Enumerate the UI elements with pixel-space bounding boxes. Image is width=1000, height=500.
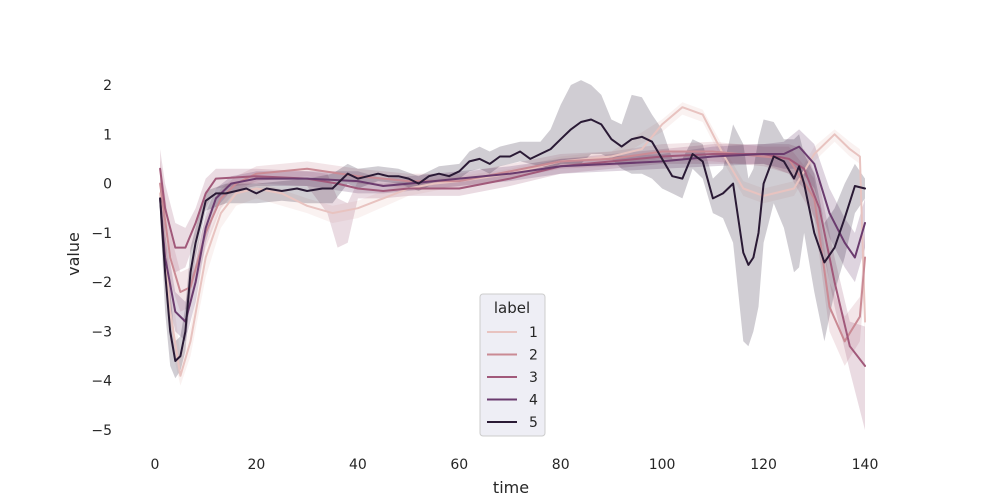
y-tick-label: −3 (91, 324, 112, 340)
x-tick-label: 100 (649, 457, 676, 473)
x-tick-label: 60 (450, 457, 468, 473)
x-tick-label: 80 (552, 457, 570, 473)
x-axis-ticks: 0 20 40 60 80 100 120 140 (151, 457, 879, 473)
legend-label-5: 5 (529, 415, 538, 431)
line-series-5 (159, 118, 866, 362)
x-tick-label: 40 (349, 457, 367, 473)
y-tick-label: 1 (103, 127, 112, 143)
band-series-4 (160, 129, 866, 342)
line-series-1 (159, 106, 866, 377)
legend-label-3: 3 (529, 370, 538, 386)
y-tick-label: −4 (91, 374, 112, 390)
legend-label-2: 2 (529, 348, 538, 364)
y-tick-label: 2 (103, 78, 112, 94)
y-tick-label: −5 (91, 423, 112, 439)
x-axis-label: time (493, 478, 529, 497)
series-lines (159, 106, 866, 377)
x-tick-label: 120 (750, 457, 777, 473)
legend: label 1 2 3 4 5 (479, 293, 546, 437)
line-series-3 (159, 153, 866, 367)
legend-label-4: 4 (529, 393, 538, 409)
y-axis-label: value (64, 232, 83, 276)
legend-label-1: 1 (529, 325, 538, 341)
band-series-2 (160, 141, 866, 366)
y-axis-ticks: 2 1 0 −1 −2 −3 −4 −5 (91, 78, 112, 439)
line-series-4 (159, 145, 866, 323)
y-tick-label: −2 (91, 275, 112, 291)
legend-title: label (494, 299, 530, 317)
x-tick-label: 0 (151, 457, 160, 473)
x-tick-label: 140 (852, 457, 879, 473)
band-series-3 (160, 144, 866, 430)
y-tick-label: −1 (91, 226, 112, 242)
x-tick-label: 20 (247, 457, 265, 473)
y-tick-label: 0 (103, 177, 112, 193)
